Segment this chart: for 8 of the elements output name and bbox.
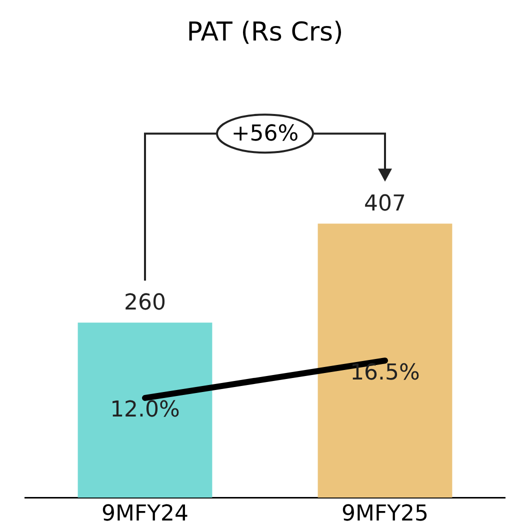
text: +56% — [231, 121, 299, 146]
data-label: 12.0% — [110, 398, 180, 423]
chart-title: PAT (Rs Crs) — [186, 17, 344, 48]
data-label: 260 — [124, 290, 166, 316]
x-tick-label: 9MFY25 — [341, 502, 429, 527]
data-label: 407 — [364, 191, 406, 216]
data-label: 16.5% — [350, 360, 420, 386]
x-tick-label: 9MFY24 — [101, 502, 189, 527]
